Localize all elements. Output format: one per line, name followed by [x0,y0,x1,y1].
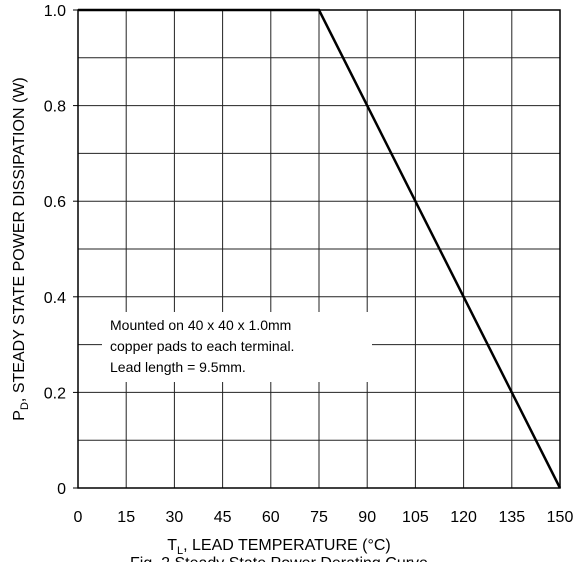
data-line [78,8,562,489]
y-tick-label: 0.6 [44,194,66,211]
x-axis-label-rest: , LEAD TEMPERATURE (°C) [183,537,391,554]
x-axis-label: TL, LEAD TEMPERATURE (°C) [167,537,391,557]
x-tick-label: 135 [498,509,525,526]
x-tick-label: 150 [547,509,574,526]
y-axis-label-sub: D [19,402,31,410]
y-axis-label-main: P [11,410,28,421]
annotation-line: Mounted on 40 x 40 x 1.0mm [110,317,291,333]
x-tick-label: 90 [358,509,376,526]
y-tick-label: 0.8 [44,99,66,116]
x-axis-label-main: T [167,537,177,554]
y-axis-label: PD, STEADY STATE POWER DISSIPATION (W) [11,77,31,420]
x-axis-label-sub: L [177,545,183,557]
caption: Fig. 2 Steady State Power Derating Curve [130,555,428,562]
y-tick-label: 1.0 [44,3,66,20]
annotation-box [102,312,372,382]
annotation-line: copper pads to each terminal. [110,338,294,354]
y-tick-label: 0.2 [44,385,66,402]
x-tick-label: 30 [166,509,184,526]
y-axis-label-rest: , STEADY STATE POWER DISSIPATION (W) [11,77,28,402]
x-tick-label: 120 [450,509,477,526]
x-tick-label: 45 [214,509,232,526]
x-tick-label: 105 [402,509,429,526]
annotation-line: Lead length = 9.5mm. [110,359,246,375]
y-tick-label: 0.4 [44,290,66,307]
x-tick-label: 15 [117,509,135,526]
x-tick-label: 75 [310,509,328,526]
x-tick-label: 60 [262,509,280,526]
y-tick-label: 0 [57,481,66,498]
x-tick-label: 0 [74,509,83,526]
